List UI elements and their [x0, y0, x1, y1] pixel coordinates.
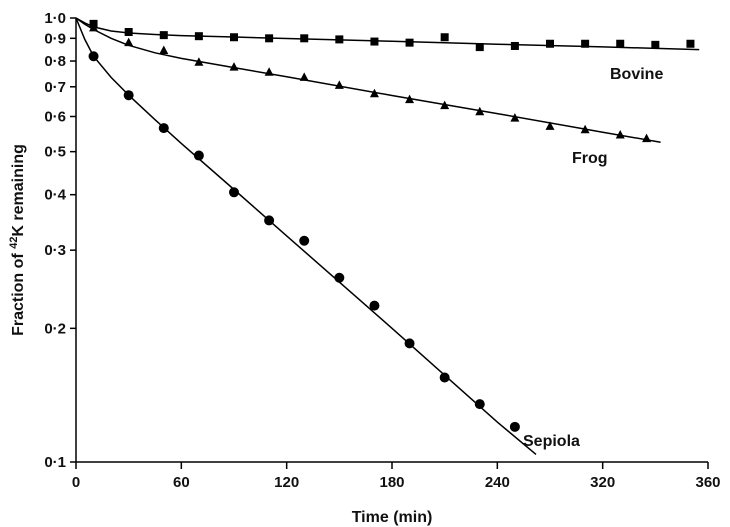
- frog-point: [264, 67, 274, 76]
- y-tick-label: 0·8: [44, 53, 66, 70]
- y-axis-title-suffix: K remaining: [10, 144, 27, 236]
- bovine-point: [370, 37, 379, 46]
- y-axis-title-prefix: Fraction of: [10, 249, 27, 336]
- sepiola-point: [299, 235, 310, 246]
- sepiola-point: [404, 338, 415, 349]
- frog-label: Frog: [572, 150, 608, 167]
- x-tick-label: 320: [590, 474, 615, 491]
- y-tick-label: 0·7: [44, 79, 66, 96]
- frog-point: [299, 72, 309, 81]
- bovine-point: [686, 39, 695, 48]
- x-tick-label: 240: [485, 474, 510, 491]
- sepiola-point: [88, 51, 99, 62]
- sepiola-point: [474, 399, 485, 410]
- x-tick-label: 120: [274, 474, 299, 491]
- sepiola-point: [369, 300, 380, 311]
- frog-point: [89, 22, 99, 32]
- y-tick-label: 0·4: [44, 187, 66, 204]
- frog-point: [580, 124, 590, 134]
- bovine-fit-line: [75, 17, 700, 51]
- x-tick-label: 180: [379, 474, 404, 491]
- bovine-point: [230, 33, 238, 42]
- sepiola-point: [509, 421, 520, 432]
- y-axis-title: Fraction of 42K remaining: [8, 144, 27, 336]
- sepiola-point: [229, 187, 239, 198]
- frog-point: [124, 37, 134, 47]
- bovine-point: [159, 31, 168, 40]
- x-tick-label: 60: [173, 474, 190, 491]
- frog-point: [369, 88, 379, 98]
- bovine-point: [510, 41, 519, 50]
- frog-point: [545, 121, 555, 130]
- sepiola-point: [193, 150, 204, 161]
- frog-point: [405, 94, 415, 104]
- sepiola-point: [264, 215, 275, 226]
- fit-lines: [75, 17, 700, 455]
- frog-point: [475, 106, 485, 116]
- bovine-point: [265, 34, 274, 43]
- frog-point: [642, 133, 652, 143]
- x-axis-title: Time (min): [352, 509, 433, 526]
- y-tick-label: 0·9: [44, 30, 66, 47]
- x-tick-label: 360: [695, 474, 720, 491]
- bovine-point: [335, 35, 344, 44]
- frog-point: [194, 57, 204, 66]
- data-points: [88, 19, 695, 432]
- bovine-point: [440, 33, 449, 42]
- bovine-point: [651, 40, 660, 49]
- bovine-label: Bovine: [610, 66, 663, 83]
- bovine-point: [475, 43, 484, 52]
- y-tick-label: 1·0: [44, 10, 66, 27]
- labels: Bovine Frog Sepiola: [523, 66, 663, 450]
- y-tick-label: 0·5: [44, 144, 66, 161]
- sepiola-point: [334, 272, 345, 283]
- y-axis-title-superscript: 42: [8, 237, 20, 249]
- frog-point: [615, 130, 625, 139]
- sepiola-point: [123, 90, 134, 101]
- bovine-point: [124, 27, 133, 36]
- bovine-point: [194, 32, 203, 41]
- frog-point: [229, 62, 239, 71]
- sepiola-point: [158, 123, 169, 134]
- y-tick-label: 0·6: [44, 109, 66, 126]
- y-tick-label: 0·3: [44, 242, 66, 259]
- frog-point: [334, 80, 344, 89]
- bovine-point: [581, 39, 590, 48]
- y-tick-label: 0·2: [44, 320, 66, 337]
- frog-point: [440, 100, 450, 110]
- bovine-point: [616, 39, 625, 48]
- sepiola-label: Sepiola: [523, 433, 580, 450]
- bovine-point: [300, 34, 309, 43]
- frog-point: [159, 45, 169, 54]
- x-tick-label: 0: [72, 474, 80, 491]
- y-tick-label: 0·1: [44, 454, 66, 471]
- sepiola-point: [439, 372, 450, 383]
- frog-point: [510, 113, 520, 122]
- bovine-point: [405, 38, 414, 47]
- bovine-point: [546, 39, 554, 48]
- axes: 0 60 120 180 240 320 360 1·0 0·9 0·8 0·7 0·6 0·5 0·4 0…: [8, 10, 721, 526]
